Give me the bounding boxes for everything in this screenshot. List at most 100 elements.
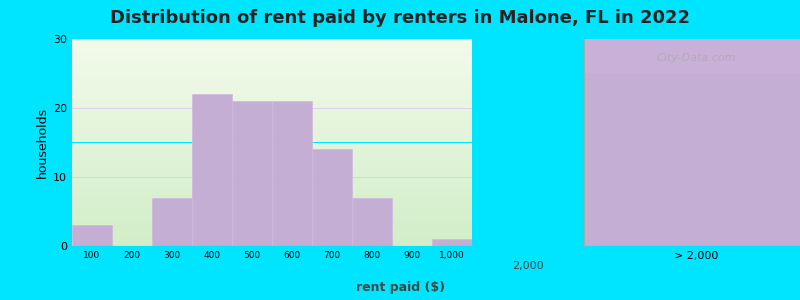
Bar: [72, 51, 472, 53]
Bar: [72, 49, 472, 51]
Text: City-Data.com: City-Data.com: [656, 53, 736, 64]
Bar: [72, 124, 472, 126]
Bar: [72, 111, 472, 113]
Bar: [72, 107, 472, 110]
Bar: [72, 130, 472, 132]
Bar: [72, 196, 472, 198]
Bar: [72, 64, 472, 66]
Bar: [72, 230, 472, 232]
Bar: [72, 91, 472, 93]
Bar: [72, 244, 472, 246]
Text: 2,000: 2,000: [512, 261, 544, 271]
Bar: [72, 225, 472, 227]
Bar: [72, 163, 472, 165]
Bar: [72, 205, 472, 207]
Bar: [72, 161, 472, 163]
Text: Distribution of rent paid by renters in Malone, FL in 2022: Distribution of rent paid by renters in …: [110, 9, 690, 27]
Bar: [72, 95, 472, 97]
Bar: [72, 153, 472, 155]
Bar: [72, 56, 472, 58]
Bar: [72, 182, 472, 184]
Bar: [232, 101, 272, 246]
Bar: [72, 172, 472, 173]
Bar: [72, 192, 472, 194]
Bar: [72, 39, 472, 41]
Bar: [72, 215, 472, 217]
Bar: [72, 211, 472, 213]
Bar: [72, 116, 472, 118]
Bar: [72, 188, 472, 190]
Bar: [72, 105, 472, 107]
Bar: [72, 66, 472, 68]
Bar: [72, 41, 472, 43]
Bar: [72, 140, 472, 142]
Bar: [72, 122, 472, 124]
Bar: [72, 142, 472, 145]
Bar: [72, 58, 472, 60]
Bar: [72, 120, 472, 122]
Bar: [72, 207, 472, 209]
Bar: [72, 147, 472, 149]
Bar: [72, 236, 472, 238]
Bar: [72, 159, 472, 161]
Bar: [72, 186, 472, 188]
Bar: [72, 242, 472, 244]
Bar: [72, 97, 472, 99]
Bar: [72, 221, 472, 223]
Bar: [72, 103, 472, 105]
Bar: [72, 113, 472, 116]
Bar: [72, 227, 472, 230]
Y-axis label: households: households: [36, 107, 49, 178]
Bar: [72, 167, 472, 169]
Bar: [72, 132, 472, 134]
Bar: [72, 85, 472, 87]
Bar: [72, 74, 472, 76]
Bar: [72, 118, 472, 120]
Bar: [584, 74, 800, 246]
Bar: [72, 194, 472, 196]
Bar: [72, 53, 472, 56]
Bar: [72, 82, 472, 85]
Bar: [72, 225, 112, 246]
Bar: [72, 238, 472, 240]
Bar: [72, 138, 472, 140]
Bar: [72, 151, 472, 153]
Bar: [72, 149, 472, 151]
Bar: [72, 62, 472, 64]
Bar: [72, 180, 472, 182]
Bar: [72, 78, 472, 80]
Bar: [72, 99, 472, 101]
Bar: [72, 240, 472, 242]
Bar: [72, 89, 472, 91]
Bar: [72, 157, 472, 159]
Bar: [72, 68, 472, 70]
Bar: [72, 45, 472, 47]
Bar: [272, 101, 312, 246]
Bar: [72, 176, 472, 178]
Bar: [72, 200, 472, 202]
Bar: [72, 72, 472, 74]
Bar: [72, 223, 472, 225]
Bar: [192, 94, 232, 246]
Bar: [72, 145, 472, 147]
Bar: [72, 234, 472, 236]
Bar: [72, 70, 472, 72]
Bar: [72, 80, 472, 83]
Bar: [72, 184, 472, 186]
Bar: [72, 101, 472, 103]
Bar: [72, 87, 472, 89]
Bar: [72, 165, 472, 167]
Bar: [72, 155, 472, 157]
Bar: [432, 239, 472, 246]
Bar: [72, 190, 472, 192]
Bar: [72, 134, 472, 136]
Bar: [72, 217, 472, 219]
Bar: [72, 110, 472, 111]
Bar: [72, 169, 472, 172]
Bar: [72, 93, 472, 95]
Bar: [72, 219, 472, 221]
Bar: [72, 60, 472, 62]
Bar: [312, 149, 352, 246]
Bar: [72, 232, 472, 234]
Bar: [72, 213, 472, 215]
